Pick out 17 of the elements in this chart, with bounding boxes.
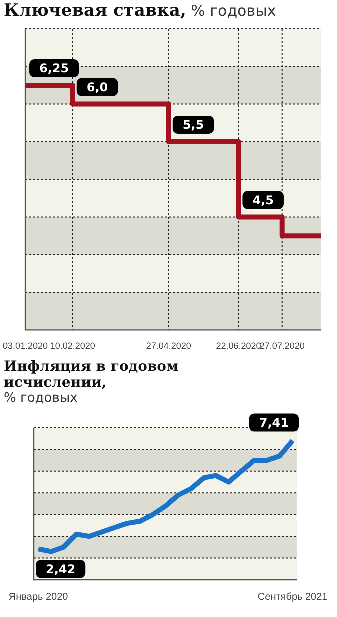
x-tick-label: 03.01.2020 — [3, 340, 48, 351]
data-label: 5,5 — [182, 118, 204, 132]
chart-title: Ключевая ставка, — [4, 1, 186, 21]
x-tick-label: Январь 2020 — [8, 592, 69, 603]
x-tick-label: 22.06.2020 — [216, 340, 262, 351]
data-label: 4,5 — [252, 193, 274, 208]
chart-title: Инфляция в годовом исчислении, — [4, 358, 179, 391]
data-label: 6,0 — [86, 80, 108, 94]
x-tick-label: Сентябрь 2021 — [258, 592, 328, 603]
data-label: 7,41 — [259, 416, 289, 430]
x-tick-label: 10.02.2020 — [50, 340, 96, 351]
x-tick-label: 27.07.2020 — [260, 340, 305, 351]
chart-subtitle: % годовых — [4, 391, 78, 406]
x-tick-label: 27.04.2020 — [146, 340, 192, 351]
chart-subtitle: % годовых — [191, 2, 276, 20]
data-label: 2,42 — [46, 562, 76, 576]
data-label: 6,25 — [40, 61, 70, 76]
